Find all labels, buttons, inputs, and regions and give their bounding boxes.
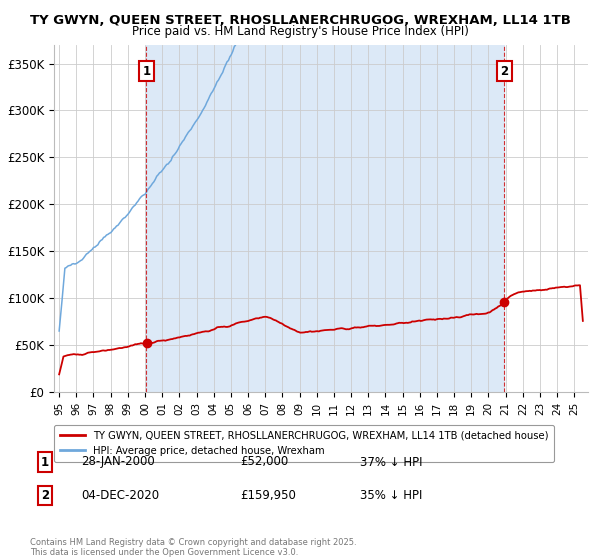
Text: Contains HM Land Registry data © Crown copyright and database right 2025.
This d: Contains HM Land Registry data © Crown c… <box>30 538 356 557</box>
Text: £52,000: £52,000 <box>240 455 288 469</box>
Text: 2: 2 <box>41 489 49 502</box>
Text: TY GWYN, QUEEN STREET, RHOSLLANERCHRUGOG, WREXHAM, LL14 1TB: TY GWYN, QUEEN STREET, RHOSLLANERCHRUGOG… <box>29 14 571 27</box>
Legend: TY GWYN, QUEEN STREET, RHOSLLANERCHRUGOG, WREXHAM, LL14 1TB (detached house), HP: TY GWYN, QUEEN STREET, RHOSLLANERCHRUGOG… <box>53 425 554 462</box>
Text: £159,950: £159,950 <box>240 489 296 502</box>
Text: Price paid vs. HM Land Registry's House Price Index (HPI): Price paid vs. HM Land Registry's House … <box>131 25 469 38</box>
Text: 2: 2 <box>500 64 508 78</box>
Text: 1: 1 <box>142 64 151 78</box>
Text: 1: 1 <box>41 455 49 469</box>
Text: 04-DEC-2020: 04-DEC-2020 <box>81 489 159 502</box>
Bar <box>146 45 504 392</box>
Text: 28-JAN-2000: 28-JAN-2000 <box>81 455 155 469</box>
Text: 35% ↓ HPI: 35% ↓ HPI <box>360 489 422 502</box>
Text: 37% ↓ HPI: 37% ↓ HPI <box>360 455 422 469</box>
